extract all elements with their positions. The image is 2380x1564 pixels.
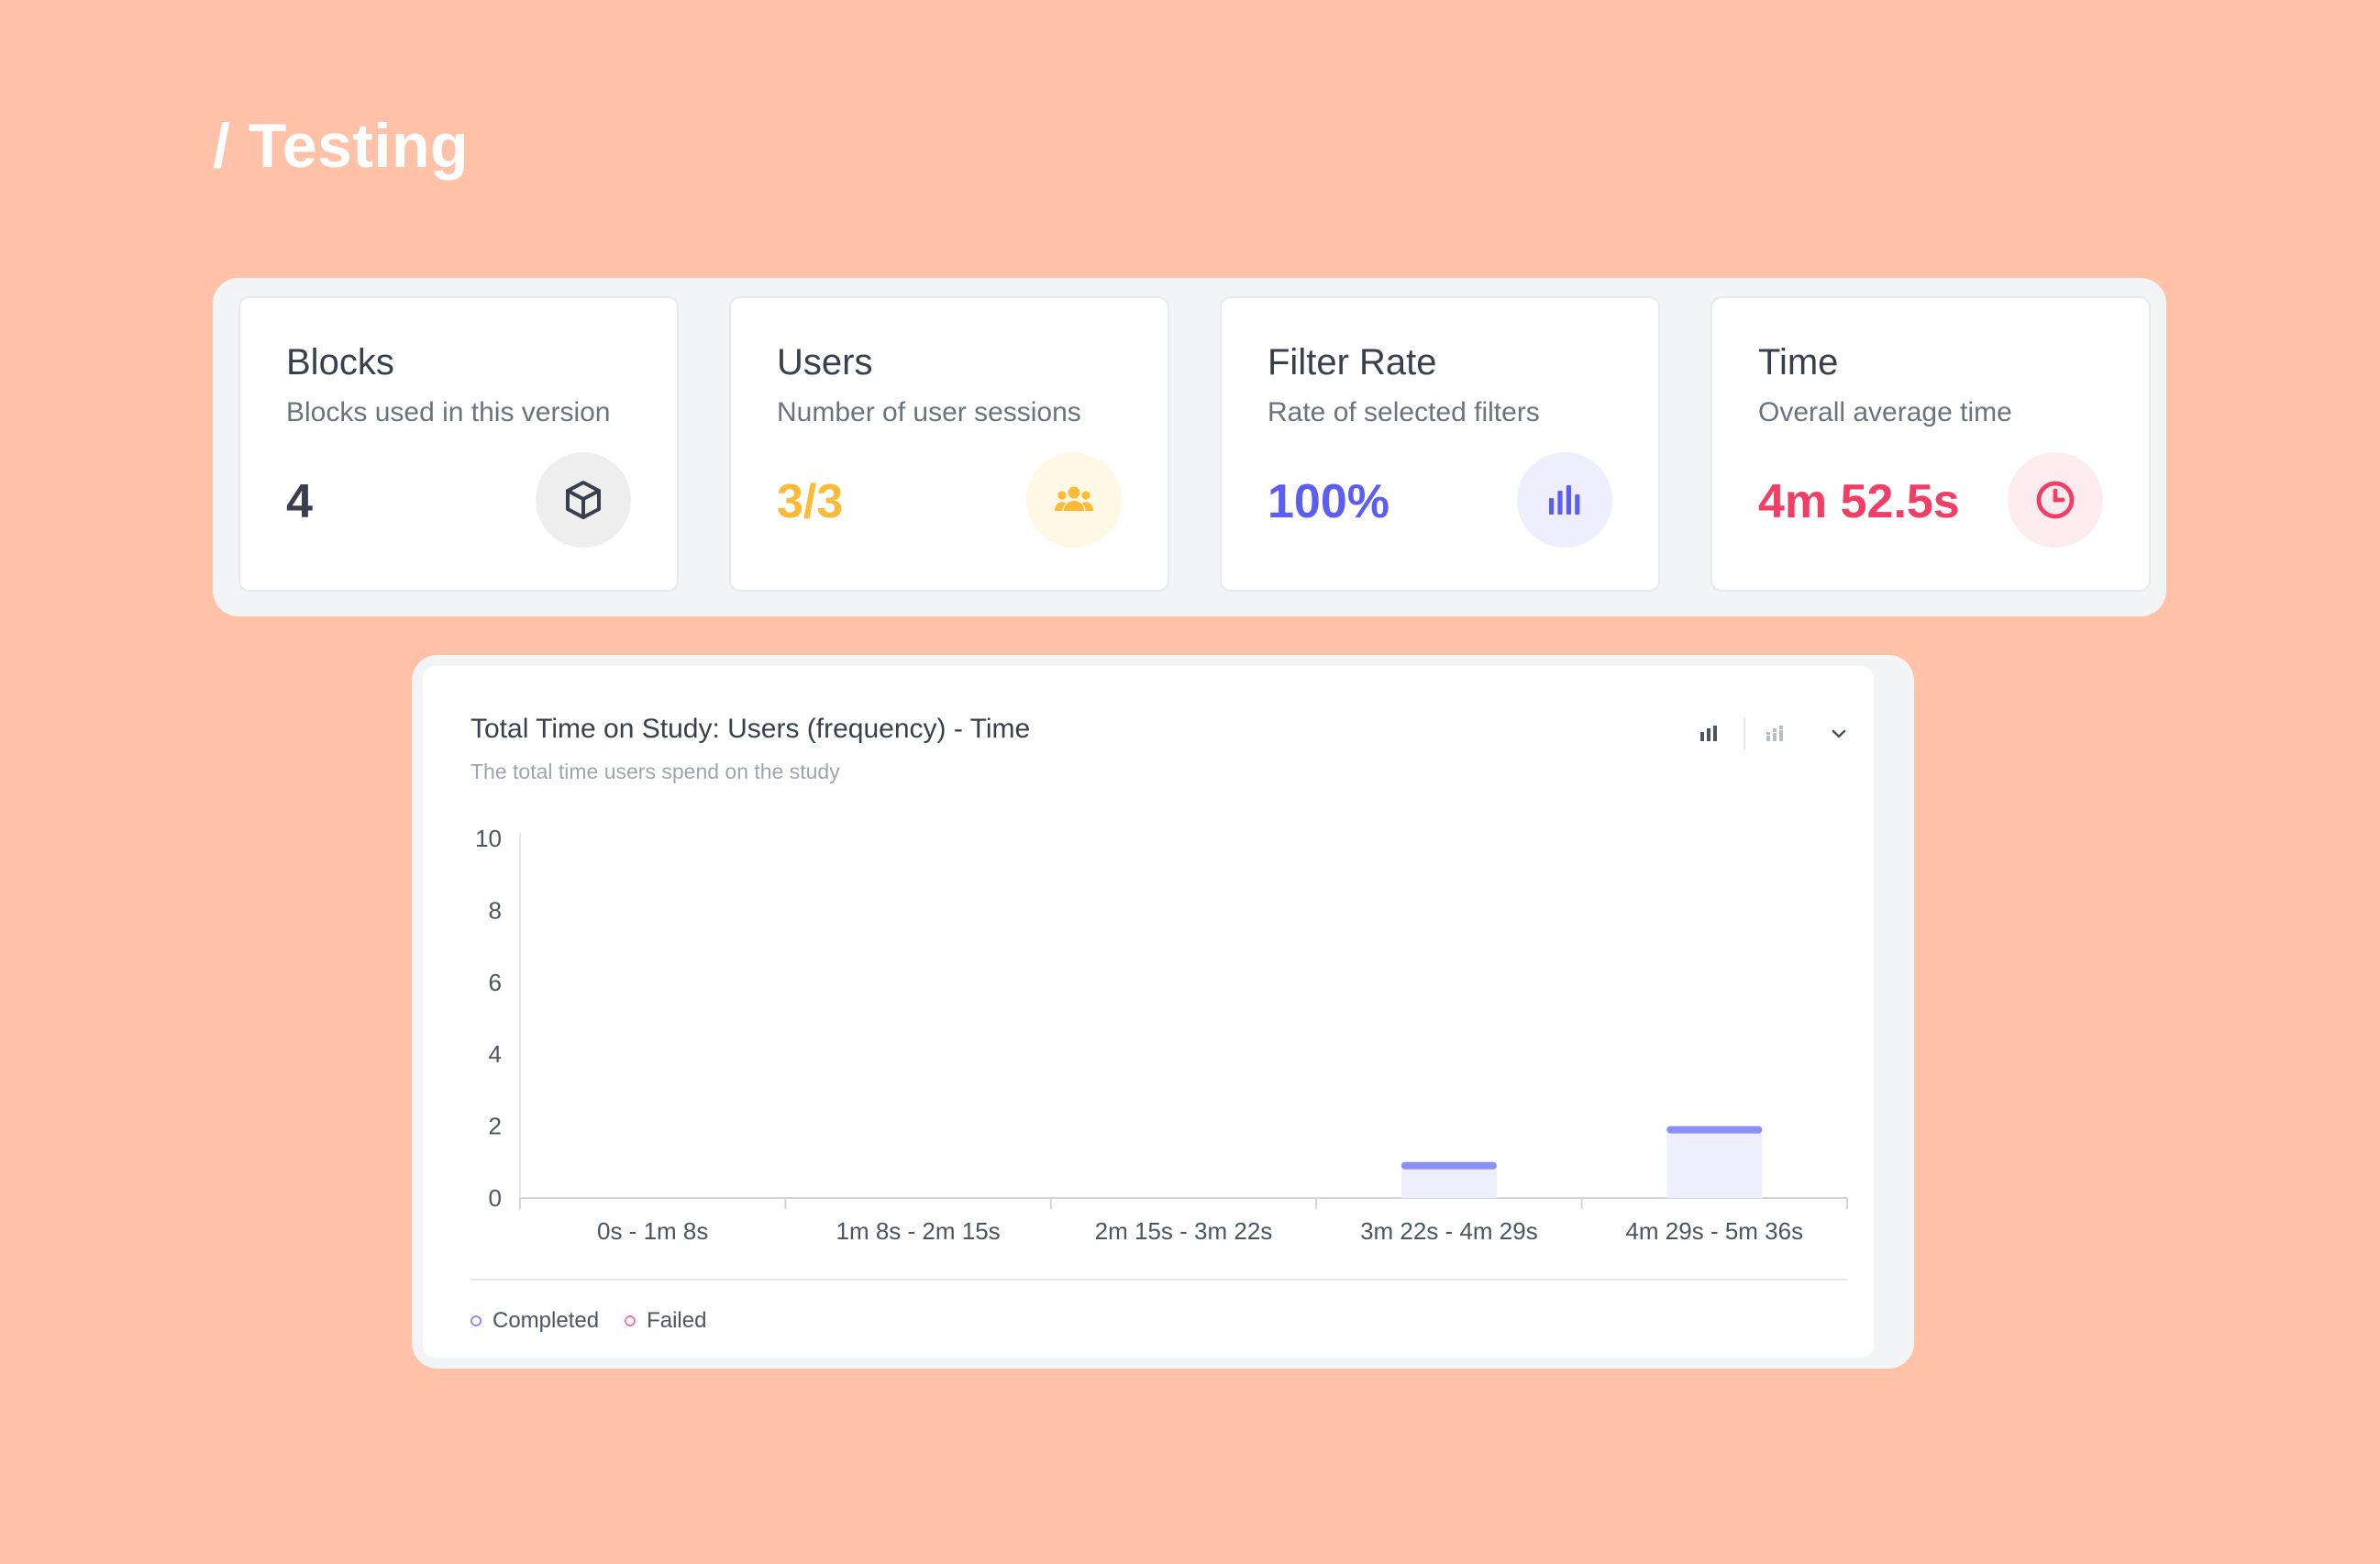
stat-subtitle: Overall average time — [1758, 397, 2012, 427]
y-tick-label: 6 — [489, 969, 502, 996]
chart-card: Total Time on Study: Users (frequency) -… — [423, 666, 1874, 1358]
stat-value: 3/3 — [777, 475, 844, 528]
legend-item-failed[interactable]: Failed — [625, 1308, 706, 1334]
x-tick-label: 2m 15s - 3m 22s — [1095, 1217, 1273, 1245]
stacked-bar-icon[interactable] — [1758, 717, 1791, 750]
x-tick-label: 1m 8s - 2m 15s — [836, 1217, 1001, 1245]
y-tick-label: 4 — [489, 1040, 502, 1068]
stat-subtitle: Number of user sessions — [777, 397, 1081, 427]
chart-panel: Total Time on Study: Users (frequency) -… — [412, 655, 1914, 1369]
legend-dot — [625, 1315, 637, 1326]
x-tick-label: 0s - 1m 8s — [597, 1217, 708, 1245]
bar-cap — [1400, 1161, 1497, 1170]
stat-value: 100% — [1267, 475, 1389, 528]
stat-title: Time — [1758, 342, 1839, 383]
stat-value: 4 — [286, 475, 313, 528]
legend-label: Failed — [647, 1308, 707, 1333]
y-tick-label: 2 — [489, 1113, 502, 1140]
cube-icon — [536, 452, 631, 548]
bar-chart-icon[interactable] — [1692, 717, 1725, 750]
stat-title: Filter Rate — [1267, 342, 1437, 383]
chart-legend: Completed Failed — [470, 1308, 732, 1334]
x-tick-label: 3m 22s - 4m 29s — [1360, 1217, 1538, 1245]
stat-value: 4m 52.5s — [1758, 475, 1960, 528]
bar-chart: 0 2 4 6 8 10 0s - 1m 8s 1m 8s - 2m 15s 2m 15s - … — [470, 825, 1848, 1281]
y-tick-label: 10 — [475, 825, 502, 852]
chart-toolbar — [1688, 717, 1846, 754]
legend-item-completed[interactable]: Completed — [470, 1308, 599, 1334]
y-tick-label: 8 — [489, 896, 502, 924]
bar-chart-icon — [1517, 452, 1612, 548]
clock-icon — [2008, 452, 2103, 548]
stat-subtitle: Rate of selected filters — [1267, 397, 1540, 427]
stat-card-blocks: Blocks Blocks used in this version 4 — [238, 296, 679, 592]
stat-card-users: Users Number of user sessions 3/3 — [729, 296, 1169, 592]
stat-card-filter-rate: Filter Rate Rate of selected filters 100… — [1220, 296, 1660, 592]
stat-card-time: Time Overall average time 4m 52.5s — [1710, 296, 2151, 592]
page-title: / Testing — [213, 111, 470, 181]
chart-title: Total Time on Study: Users (frequency) -… — [470, 714, 1031, 744]
chart-subtitle: The total time users spend on the study — [470, 760, 840, 783]
stat-title: Users — [777, 342, 873, 383]
bar — [1666, 1126, 1763, 1198]
chevron-down-icon[interactable] — [1822, 717, 1855, 750]
x-tick-label: 4m 29s - 5m 36s — [1625, 1217, 1803, 1245]
stat-title: Blocks — [286, 342, 394, 383]
stats-panel: Blocks Blocks used in this version 4 Use… — [213, 278, 2166, 616]
bar-cap — [1666, 1126, 1763, 1134]
y-tick-label: 0 — [489, 1184, 502, 1212]
users-icon — [1026, 452, 1122, 548]
stat-subtitle: Blocks used in this version — [286, 397, 611, 427]
legend-dot — [470, 1315, 482, 1326]
toolbar-divider — [1743, 717, 1745, 750]
legend-label: Completed — [493, 1308, 600, 1333]
